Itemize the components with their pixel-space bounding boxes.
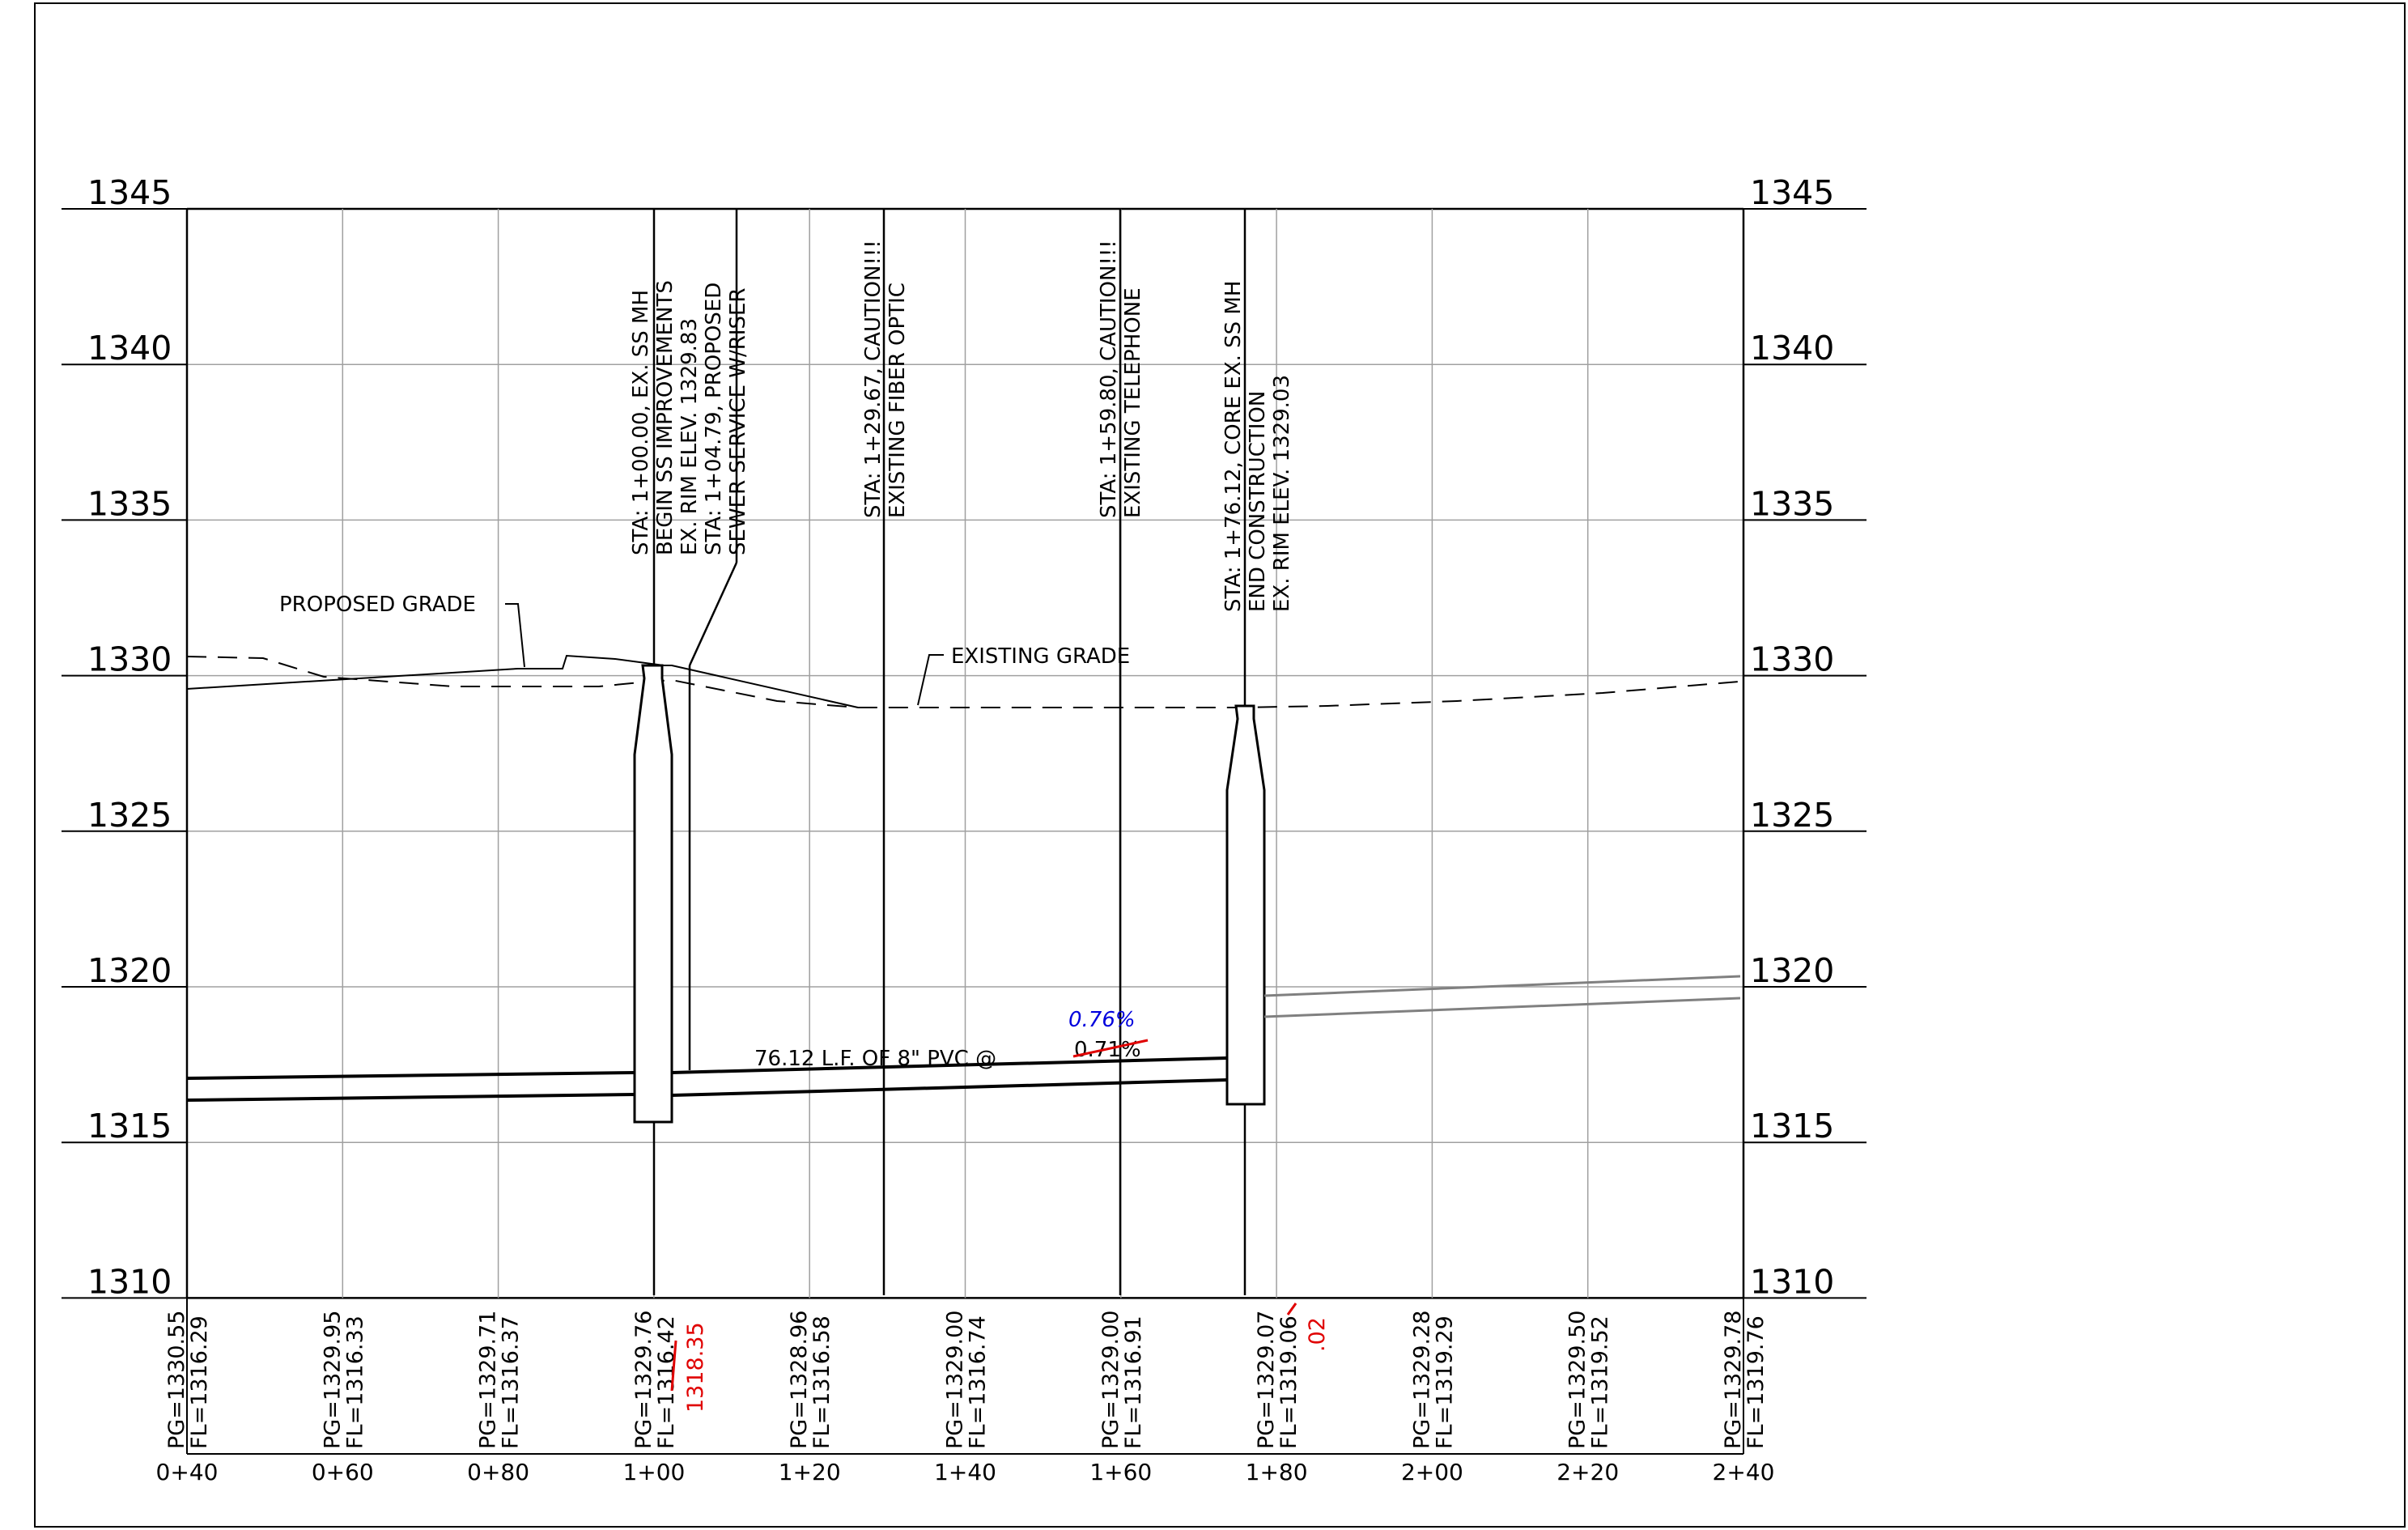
pg-value: PG=1329.28 bbox=[1409, 1311, 1434, 1449]
sheet-border bbox=[34, 2, 2406, 1528]
mh1-callout-line: STA: 1+04.79, PROPOSED bbox=[702, 283, 726, 555]
pg-value: PG=1329.95 bbox=[320, 1311, 345, 1449]
station-label: 1+20 bbox=[779, 1459, 841, 1485]
manhole-1 bbox=[633, 664, 673, 1124]
sewer-pipe bbox=[186, 1056, 1228, 1102]
elevation-label: 1315 bbox=[1750, 1107, 1834, 1145]
fl-value: FL=1319.06 bbox=[1276, 1315, 1302, 1449]
mh2-callout-line: EX. RIM ELEV. 1329.03 bbox=[1270, 375, 1294, 612]
mh1-callout-line: BEGIN SS IMPROVEMENTS bbox=[653, 280, 677, 555]
elevation-label: 1340 bbox=[87, 329, 172, 368]
station-label: 1+60 bbox=[1089, 1459, 1152, 1485]
fl-value: FL=1316.42 bbox=[654, 1315, 679, 1449]
pg-value: PG=1329.50 bbox=[1565, 1311, 1590, 1449]
fl-value: FL=1319.29 bbox=[1432, 1315, 1457, 1449]
pg-value: PG=1330.55 bbox=[164, 1311, 189, 1449]
station-label: 1+00 bbox=[622, 1459, 685, 1485]
proposed-grade-leader bbox=[505, 603, 525, 668]
elevation-label: 1335 bbox=[87, 484, 172, 523]
existing-grade-leader bbox=[917, 654, 944, 706]
station-label: 2+20 bbox=[1556, 1459, 1619, 1485]
pg-value: PG=1329.07 bbox=[1254, 1311, 1279, 1449]
station-label: 0+60 bbox=[312, 1459, 374, 1485]
mh1-callout-line: SEWER SERVICE W/RISER bbox=[726, 288, 750, 555]
red-strike-2 bbox=[1286, 1303, 1297, 1315]
mh2-callout-line: STA: 1+76.12, CORE EX. SS MH bbox=[1221, 281, 1246, 612]
fl-value: FL=1316.58 bbox=[809, 1315, 835, 1449]
proposed-grade-label: PROPOSED GRADE bbox=[279, 593, 476, 617]
elevation-label: 1320 bbox=[87, 951, 172, 990]
elevation-label: 1325 bbox=[87, 796, 172, 835]
elevation-label: 1310 bbox=[87, 1262, 172, 1301]
station-label: 1+80 bbox=[1246, 1459, 1308, 1485]
service-leader-diag bbox=[688, 562, 738, 666]
fl-value: FL=1316.74 bbox=[966, 1315, 991, 1449]
station-label: 2+40 bbox=[1713, 1459, 1775, 1485]
pg-value: PG=1329.00 bbox=[943, 1311, 968, 1449]
elevation-labels-left: 1345 1340 1335 1330 1325 1320 1315 1310 bbox=[87, 173, 172, 1301]
existing-grade-line bbox=[186, 656, 1739, 708]
elevation-labels-right: 1345 1340 1335 1330 1325 1320 1315 1310 bbox=[1750, 173, 1834, 1301]
fl-value: FL=1316.29 bbox=[187, 1315, 212, 1449]
station-labels: 0+40 0+60 0+80 1+00 1+20 1+40 1+60 1+80 2+00 2+20… bbox=[156, 1459, 1775, 1485]
profile-grid bbox=[62, 207, 1867, 1455]
mh1-callout-line: STA: 1+00.00, EX. SS MH bbox=[629, 290, 653, 555]
fl-value: FL=1319.76 bbox=[1743, 1315, 1769, 1449]
existing-pipe bbox=[1263, 975, 1741, 1018]
pg-value: PG=1328.96 bbox=[787, 1311, 812, 1449]
fl-value: FL=1316.37 bbox=[499, 1315, 524, 1449]
station-callouts: STA: 1+00.00, EX. SS MH BEGIN SS IMPROVEM… bbox=[629, 240, 1294, 612]
pg-value: PG=1329.76 bbox=[631, 1311, 656, 1449]
old-slope-strike bbox=[1072, 1039, 1149, 1058]
station-label: 0+40 bbox=[156, 1459, 219, 1485]
telephone-callout-line: EXISTING TELEPHONE bbox=[1121, 287, 1145, 518]
fl-value: FL=1316.91 bbox=[1121, 1315, 1146, 1449]
fl-value: FL=1316.33 bbox=[342, 1315, 367, 1449]
elevation-label: 1330 bbox=[87, 640, 172, 679]
station-label: 2+00 bbox=[1401, 1459, 1463, 1485]
station-label: 1+40 bbox=[934, 1459, 996, 1485]
pg-value: PG=1329.71 bbox=[476, 1311, 501, 1449]
telephone-callout-line: STA: 1+59.80, CAUTION!!! bbox=[1097, 240, 1121, 518]
new-slope: 0.76% bbox=[1068, 1008, 1136, 1032]
elevation-label: 1340 bbox=[1750, 329, 1834, 368]
elevation-label: 1330 bbox=[1750, 640, 1834, 679]
fiber-callout-line: STA: 1+29.67, CAUTION!!! bbox=[861, 240, 885, 518]
pg-value: PG=1329.00 bbox=[1098, 1311, 1123, 1449]
manhole-2 bbox=[1225, 704, 1266, 1106]
elevation-label: 1315 bbox=[87, 1107, 172, 1145]
red-strike-1 bbox=[670, 1340, 677, 1392]
mh1-callout-line: EX. RIM ELEV. 1329.83 bbox=[677, 318, 702, 555]
elevation-label: 1345 bbox=[1750, 173, 1834, 212]
fl-value: FL=1319.52 bbox=[1588, 1315, 1613, 1449]
red-fl-correction-2: .02 bbox=[1305, 1317, 1330, 1352]
mh2-callout-line: END CONSTRUCTION bbox=[1246, 391, 1270, 612]
elevation-label: 1325 bbox=[1750, 796, 1834, 835]
elevation-label: 1335 bbox=[1750, 484, 1834, 523]
elevation-label: 1320 bbox=[1750, 951, 1834, 990]
pipe-label: 76.12 L.F. OF 8" PVC @ bbox=[754, 1047, 996, 1071]
pg-value: PG=1329.78 bbox=[1721, 1311, 1746, 1449]
proposed-grade-line bbox=[186, 654, 859, 708]
elevation-label: 1345 bbox=[87, 173, 172, 212]
existing-grade-label: EXISTING GRADE bbox=[951, 644, 1130, 669]
red-fl-correction-1: 1318.35 bbox=[683, 1322, 708, 1413]
fiber-callout-line: EXISTING FIBER OPTIC bbox=[885, 283, 910, 518]
elevation-label: 1310 bbox=[1750, 1262, 1834, 1301]
station-label: 0+80 bbox=[467, 1459, 529, 1485]
